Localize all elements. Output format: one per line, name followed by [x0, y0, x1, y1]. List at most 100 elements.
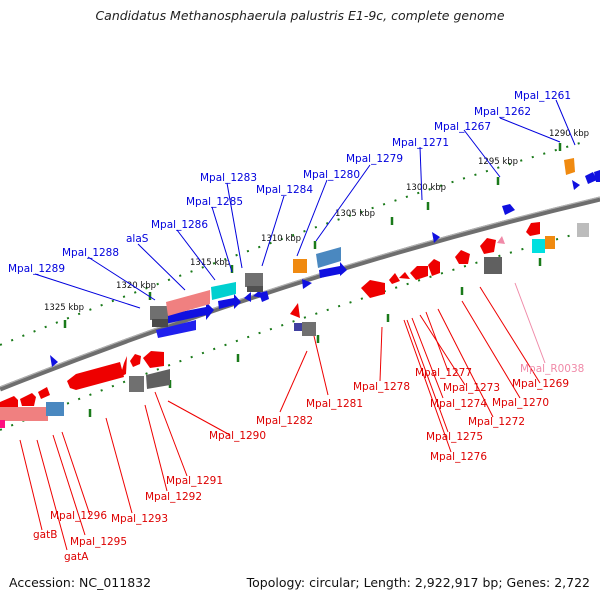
feature-grey[interactable] [577, 223, 589, 237]
kbp-marker-1295: 1295 kbp [478, 157, 518, 167]
gene-label-mpal-1262[interactable]: Mpal_1262 [474, 106, 531, 118]
feature-grey[interactable] [146, 369, 170, 389]
gene-label-mpal-1296[interactable]: Mpal_1296 [50, 510, 107, 522]
cds-reverse[interactable] [38, 387, 50, 399]
feature-grey[interactable] [129, 376, 144, 392]
cds-forward[interactable] [572, 180, 580, 190]
cds-forward[interactable] [244, 292, 251, 302]
kbp-marker-1305: 1305 kbp [335, 209, 375, 219]
cds-reverse[interactable] [410, 266, 428, 280]
feature-grey[interactable] [484, 257, 502, 274]
cds-reverse[interactable] [130, 354, 141, 367]
gene-label-alas[interactable]: alaS [126, 233, 149, 245]
feature-navy[interactable] [294, 323, 302, 331]
gene-label-mpal-1283[interactable]: Mpal_1284 [256, 184, 313, 196]
feature-steelblue[interactable] [46, 402, 64, 416]
gene-label-mpal-1267[interactable]: Mpal_1267 [434, 121, 491, 133]
reverse-major-ticks [88, 258, 542, 417]
gene-label-mpal-1295[interactable]: Mpal_1295 [70, 536, 127, 548]
gene-label-mpal-1285[interactable]: Mpal_1285 [186, 196, 243, 208]
cds-forward[interactable] [502, 204, 515, 215]
forward-features [50, 158, 600, 367]
cds-reverse[interactable] [526, 222, 540, 236]
gene-label-mpal-1274[interactable]: Mpal_1274 [430, 398, 487, 410]
gene-label-mpal-1291[interactable]: Mpal_1291 [166, 475, 223, 487]
forward-leader-lines [34, 99, 576, 309]
feature-grey[interactable] [152, 319, 168, 327]
kbp-marker-1290: 1290 kbp [549, 129, 589, 139]
feature-cyan[interactable] [532, 239, 545, 253]
feature-orange[interactable] [293, 259, 307, 273]
cds-reverse[interactable] [20, 393, 36, 406]
gene-label-mpal-1289[interactable]: Mpal_1289 [8, 263, 65, 275]
accession-label: Accession: NC_011832 [9, 575, 152, 590]
cds-reverse[interactable] [361, 280, 385, 298]
cds-reverse[interactable] [389, 273, 400, 284]
gene-label-mpal-1286[interactable]: Mpal_1286 [151, 219, 208, 231]
kbp-marker-1315: 1315 kbp [190, 258, 230, 268]
gene-label-mpal-1281[interactable]: Mpal_1281 [306, 398, 363, 410]
gene-label-gatb[interactable]: gatB [33, 529, 57, 541]
feature-salmon[interactable] [0, 407, 48, 421]
feature-orange[interactable] [564, 158, 575, 175]
gene-label-mpal-1276[interactable]: Mpal_1276 [430, 451, 487, 463]
gene-label-mpal-1293[interactable]: Mpal_1293 [111, 513, 168, 525]
rna-feature[interactable] [497, 236, 505, 244]
gene-label-gata[interactable]: gatA [64, 551, 89, 563]
cds-reverse[interactable] [455, 250, 470, 264]
gene-label-mpal-1280[interactable]: Mpal_1280 [303, 169, 360, 181]
feature-magenta[interactable] [0, 420, 5, 428]
gene-label-mpal-r0038[interactable]: Mpal_R0038 [520, 363, 584, 375]
forward-gene-labels: Mpal_1261 Mpal_1262 Mpal_1267 Mpal_1271 … [8, 90, 571, 275]
gene-label-mpal-1261[interactable]: Mpal_1261 [514, 90, 571, 102]
cds-forward[interactable] [259, 291, 269, 302]
genome-title: Candidatus Methanosphaerula palustris E1… [95, 8, 505, 23]
cds-forward[interactable] [585, 172, 597, 184]
feature-grey[interactable] [150, 306, 168, 320]
cds-forward[interactable] [156, 320, 196, 338]
rna-leader-line [514, 282, 546, 364]
gene-label-mpal-1273[interactable]: Mpal_1273 [443, 382, 500, 394]
cds-reverse[interactable] [67, 362, 124, 390]
cds-forward[interactable] [594, 170, 600, 182]
cds-reverse[interactable] [480, 238, 496, 254]
cds-forward[interactable] [154, 302, 214, 326]
cds-reverse[interactable] [399, 272, 410, 279]
feature-cyan[interactable] [211, 282, 236, 300]
cds-forward[interactable] [50, 355, 58, 367]
kbp-marker-1320: 1320 kbp [116, 281, 156, 291]
cds-reverse[interactable] [428, 259, 440, 276]
gene-label-mpal-1290[interactable]: Mpal_1290 [209, 430, 266, 442]
feature-grey[interactable] [245, 273, 263, 287]
gene-label-mpal-1292[interactable]: Mpal_1292 [145, 491, 202, 503]
gene-label-mpal-1282[interactable]: Mpal_1282 [256, 415, 313, 427]
reverse-gene-labels: Mpal_1269 Mpal_R0038 Mpal_1270 Mpal_1272… [33, 363, 584, 563]
gene-label-mpal-1271[interactable]: Mpal_1271 [392, 137, 449, 149]
gene-label-mpal-1277[interactable]: Mpal_1277 [415, 367, 472, 379]
cds-reverse[interactable] [290, 303, 300, 318]
gene-label-mpal-1288[interactable]: Mpal_1288 [62, 247, 119, 259]
kbp-marker-1325: 1325 kbp [44, 303, 84, 313]
feature-steelblue[interactable] [316, 247, 341, 268]
gene-label-mpal-1275[interactable]: Mpal_1275 [426, 431, 483, 443]
feature-grey[interactable] [247, 286, 263, 292]
gene-label-mpal-1272[interactable]: Mpal_1272 [468, 416, 525, 428]
gene-label-mpal-1279[interactable]: Mpal_1279 [346, 153, 403, 165]
gene-label-mpal-1284[interactable]: Mpal_1283 [200, 172, 257, 184]
genome-backbone-highlight [0, 196, 600, 388]
cds-forward[interactable] [218, 294, 241, 309]
cds-forward[interactable] [319, 262, 347, 278]
cds-forward[interactable] [432, 232, 440, 243]
cds-forward[interactable] [302, 279, 312, 289]
cds-reverse[interactable] [120, 356, 127, 377]
gene-label-mpal-1269[interactable]: Mpal_1269 [512, 378, 569, 390]
genome-backbone [0, 196, 600, 392]
feature-orange[interactable] [545, 236, 555, 249]
gene-label-mpal-1278[interactable]: Mpal_1278 [353, 381, 410, 393]
cds-reverse[interactable] [143, 351, 164, 368]
gene-label-mpal-1270[interactable]: Mpal_1270 [492, 397, 549, 409]
feature-salmon[interactable] [166, 290, 210, 316]
feature-grey[interactable] [302, 322, 316, 336]
